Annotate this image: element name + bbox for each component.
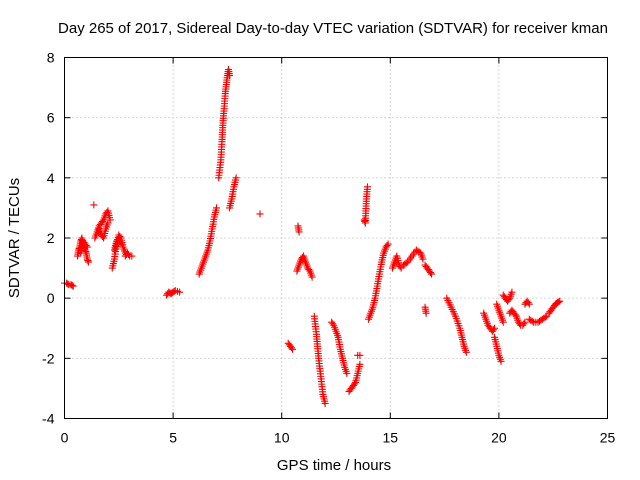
data-point — [99, 217, 107, 225]
data-point — [289, 345, 297, 353]
data-point — [428, 270, 436, 278]
data-point — [104, 219, 112, 227]
data-point — [64, 280, 72, 288]
data-point — [497, 357, 505, 365]
data-point — [82, 242, 90, 250]
data-point — [384, 240, 392, 248]
data-point — [90, 201, 98, 209]
data-point — [321, 399, 329, 407]
data-point — [176, 288, 184, 296]
x-tick-label: 15 — [383, 430, 399, 446]
grid-lines — [64, 57, 608, 419]
data-point — [363, 183, 371, 191]
data-point — [402, 259, 410, 267]
data-point — [256, 210, 264, 218]
data-point — [499, 318, 507, 326]
data-points — [61, 66, 564, 407]
x-tick-labels: 0 5 10 15 20 25 — [61, 430, 616, 446]
y-tick-label: -4 — [42, 411, 55, 427]
data-point — [125, 251, 133, 259]
data-point — [396, 263, 404, 271]
data-point — [511, 311, 519, 319]
data-point — [295, 228, 303, 236]
data-point — [117, 240, 125, 248]
data-point — [525, 300, 533, 308]
data-point — [69, 282, 77, 290]
data-point — [356, 360, 364, 368]
data-point — [505, 296, 513, 304]
x-tick-label: 25 — [600, 430, 616, 446]
data-point — [491, 324, 499, 332]
data-point — [556, 297, 564, 305]
data-point — [68, 281, 76, 289]
chart-title: Day 265 of 2017, Sidereal Day-to-day VTE… — [58, 20, 608, 37]
x-tick-label: 20 — [491, 430, 507, 446]
data-point — [350, 380, 358, 388]
data-point — [521, 318, 529, 326]
data-point — [305, 266, 313, 274]
y-tick-labels: -4 -2 0 2 4 6 8 — [42, 50, 55, 427]
data-point — [308, 273, 316, 281]
y-tick-label: 8 — [47, 50, 55, 66]
data-point — [489, 326, 497, 334]
y-axis-label: SDTVAR / TECUs — [6, 178, 23, 298]
data-point — [213, 204, 221, 212]
data-point — [528, 317, 536, 325]
x-tick-label: 10 — [274, 430, 290, 446]
x-axis-label: GPS time / hours — [277, 457, 391, 474]
plot-frame — [64, 57, 608, 419]
data-point — [508, 288, 516, 296]
data-point — [419, 255, 427, 263]
data-point — [422, 309, 430, 317]
data-point — [356, 351, 364, 359]
data-point — [383, 242, 391, 250]
axis-ticks — [64, 57, 608, 419]
y-tick-label: -2 — [42, 350, 55, 366]
data-point — [555, 298, 563, 306]
data-point — [329, 320, 337, 328]
x-tick-label: 0 — [61, 430, 69, 446]
y-tick-label: 6 — [47, 110, 55, 126]
y-tick-label: 2 — [47, 230, 55, 246]
y-tick-label: 0 — [47, 290, 55, 306]
data-point — [232, 174, 240, 182]
y-tick-label: 4 — [47, 170, 55, 186]
x-tick-label: 5 — [169, 430, 177, 446]
data-point — [287, 344, 295, 352]
data-point — [343, 369, 351, 377]
data-point — [83, 243, 91, 251]
data-point — [226, 72, 234, 80]
data-point — [128, 252, 136, 260]
data-point — [524, 299, 532, 307]
data-point — [84, 258, 92, 266]
data-point — [541, 313, 549, 321]
data-point — [426, 269, 434, 277]
data-point — [462, 348, 470, 356]
data-point — [520, 320, 528, 328]
